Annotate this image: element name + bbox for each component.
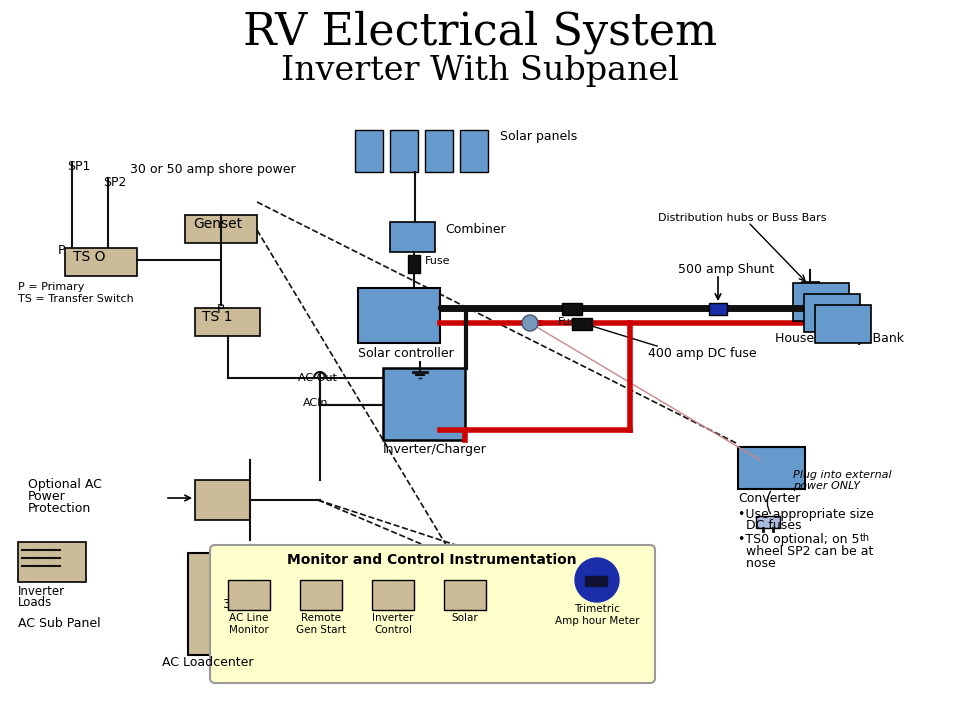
Text: Fuse: Fuse	[425, 256, 450, 266]
Bar	[355, 130, 383, 172]
Bar	[383, 368, 465, 440]
Text: wheel SP2 can be at: wheel SP2 can be at	[738, 545, 874, 558]
Text: Combiner: Combiner	[445, 223, 506, 236]
Text: Trimetric
Amp hour Meter: Trimetric Amp hour Meter	[555, 604, 639, 626]
Text: ACIn: ACIn	[303, 398, 328, 408]
Text: P = Primary: P = Primary	[18, 282, 84, 292]
Bar	[195, 308, 260, 336]
Text: Inverter/Charger: Inverter/Charger	[383, 443, 487, 456]
Bar	[358, 288, 440, 343]
Circle shape	[575, 558, 619, 602]
Text: Remote
Gen Start: Remote Gen Start	[296, 613, 346, 634]
Bar	[738, 447, 805, 489]
Bar	[300, 580, 342, 610]
Text: Power: Power	[28, 490, 65, 503]
Text: TS 1: TS 1	[202, 310, 232, 324]
Bar	[185, 215, 257, 243]
Bar	[390, 130, 418, 172]
Text: th: th	[860, 533, 870, 543]
Text: 30 or 50 amp shore power: 30 or 50 amp shore power	[130, 163, 296, 176]
Bar	[222, 607, 236, 617]
Text: AC Out: AC Out	[298, 373, 337, 383]
Text: Inverter
Control: Inverter Control	[372, 613, 414, 634]
Text: TS O: TS O	[73, 250, 106, 264]
Text: Loads: Loads	[18, 596, 52, 609]
Bar	[815, 305, 871, 343]
Circle shape	[522, 315, 538, 331]
Text: power ONLY: power ONLY	[793, 481, 860, 491]
Text: Solar: Solar	[451, 613, 478, 623]
Text: 400 amp DC fuse: 400 amp DC fuse	[648, 347, 756, 360]
Text: P: P	[58, 244, 65, 257]
Bar	[756, 516, 780, 528]
Text: Monitor and Control Instrumentation: Monitor and Control Instrumentation	[287, 553, 577, 567]
Bar	[709, 303, 727, 315]
Bar	[572, 318, 592, 330]
Text: Optional AC: Optional AC	[28, 478, 102, 491]
Text: Protection: Protection	[28, 502, 91, 515]
Bar	[228, 580, 270, 610]
Bar	[425, 130, 453, 172]
Text: Genset: Genset	[193, 217, 242, 231]
Bar	[188, 553, 320, 655]
Text: AC Sub Panel: AC Sub Panel	[18, 617, 101, 630]
Text: Inverter: Inverter	[18, 585, 65, 598]
Bar	[195, 480, 250, 520]
Text: SP1: SP1	[67, 160, 90, 173]
Bar	[585, 576, 607, 586]
Bar	[408, 255, 420, 273]
Text: Plug into external: Plug into external	[793, 470, 892, 480]
Bar	[444, 580, 486, 610]
Text: DC fuses: DC fuses	[738, 519, 802, 532]
Bar	[460, 130, 488, 172]
Text: TS = Transfer Switch: TS = Transfer Switch	[18, 294, 133, 304]
Text: 30A: 30A	[222, 598, 247, 611]
Bar	[18, 542, 86, 582]
Text: AC Line
Monitor: AC Line Monitor	[229, 613, 269, 634]
Text: AC Loadcenter: AC Loadcenter	[162, 656, 253, 669]
Text: 500 amp Shunt: 500 amp Shunt	[678, 263, 775, 276]
Text: •TS0 optional; on 5: •TS0 optional; on 5	[738, 533, 859, 546]
Bar	[793, 283, 849, 321]
Text: House Battery  Bank: House Battery Bank	[775, 332, 904, 345]
Bar	[372, 580, 414, 610]
Text: Solar controller: Solar controller	[358, 347, 454, 360]
Text: Distribution hubs or Buss Bars: Distribution hubs or Buss Bars	[658, 213, 827, 223]
Bar	[804, 294, 860, 332]
Text: P: P	[217, 303, 225, 316]
Text: nose: nose	[738, 557, 776, 570]
Text: SP2: SP2	[103, 176, 127, 189]
Text: Fuse: Fuse	[558, 317, 584, 327]
Text: Converter: Converter	[738, 492, 801, 505]
Bar	[65, 248, 137, 276]
Text: RV Electrical System: RV Electrical System	[243, 10, 717, 54]
Bar	[562, 303, 582, 315]
Text: Solar panels: Solar panels	[500, 130, 577, 143]
Text: •Use appropriate size: •Use appropriate size	[738, 508, 874, 521]
FancyBboxPatch shape	[210, 545, 655, 683]
Text: Inverter With Subpanel: Inverter With Subpanel	[281, 55, 679, 87]
Bar	[390, 222, 435, 252]
